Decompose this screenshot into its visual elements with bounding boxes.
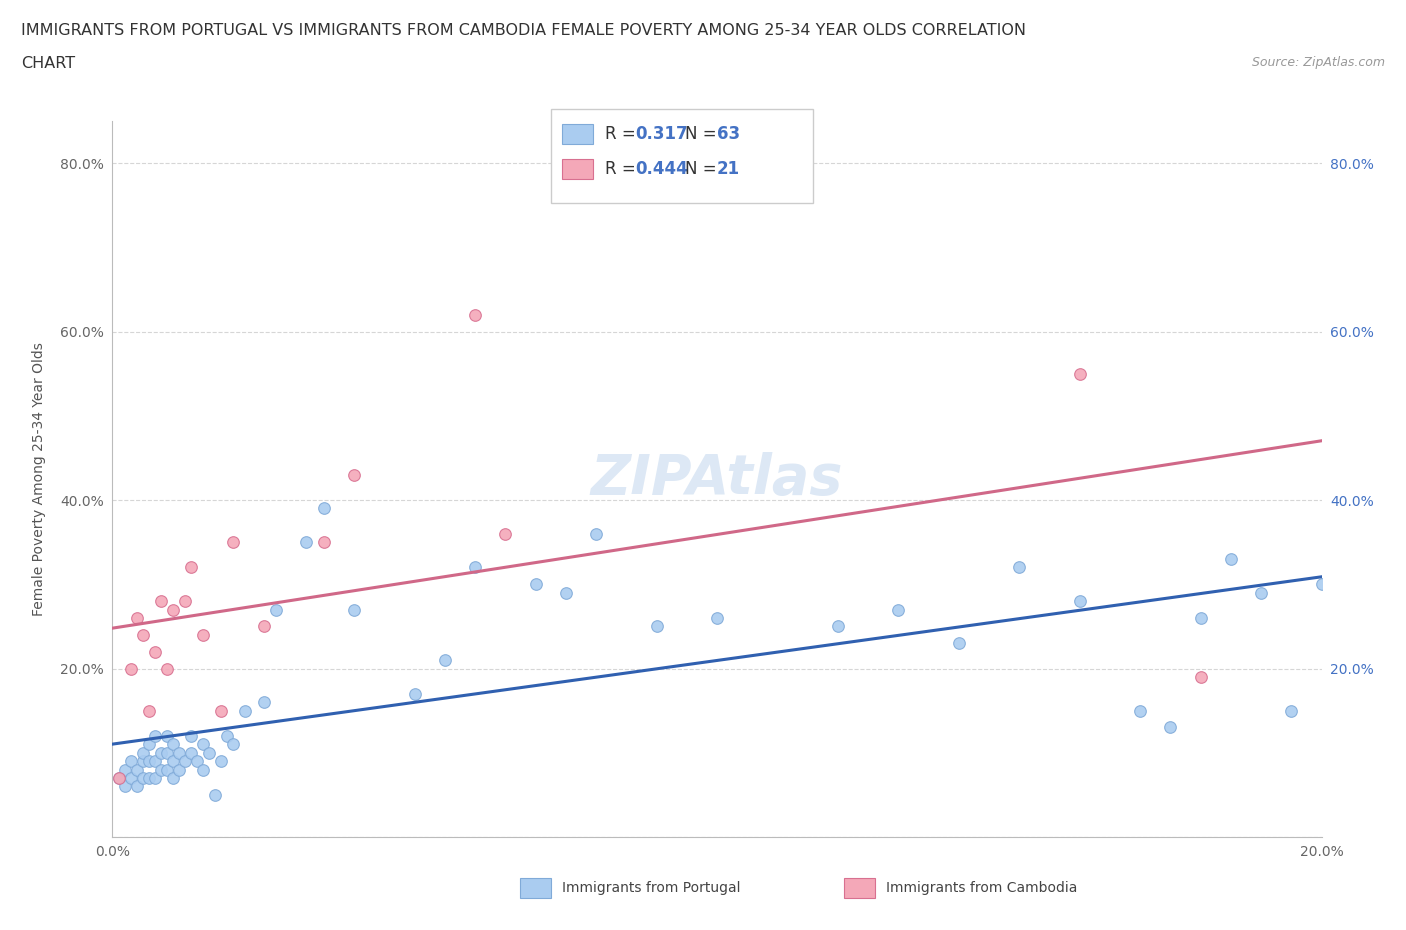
Point	[1279, 703, 1302, 718]
Text: 21: 21	[717, 160, 740, 179]
Point	[191, 763, 214, 777]
Point	[186, 753, 208, 768]
Point	[343, 467, 366, 482]
Point	[138, 753, 160, 768]
Point	[191, 737, 214, 751]
Text: CHART: CHART	[21, 56, 75, 71]
Text: Immigrants from Cambodia: Immigrants from Cambodia	[886, 881, 1077, 896]
Text: 63: 63	[717, 125, 740, 143]
Point	[156, 728, 179, 743]
Point	[404, 686, 426, 701]
Text: N =: N =	[685, 160, 721, 179]
Point	[156, 661, 179, 676]
Point	[217, 728, 239, 743]
Point	[948, 636, 970, 651]
Text: 0.317: 0.317	[636, 125, 688, 143]
Point	[125, 763, 148, 777]
Point	[162, 602, 184, 617]
Point	[1220, 551, 1243, 566]
Point	[1069, 366, 1091, 381]
Point	[132, 628, 155, 643]
Point	[295, 535, 318, 550]
Point	[120, 661, 142, 676]
Point	[209, 753, 232, 768]
Point	[464, 560, 486, 575]
Point	[120, 753, 142, 768]
Point	[125, 779, 148, 794]
Text: N =: N =	[685, 125, 721, 143]
Point	[120, 771, 142, 786]
Point	[253, 619, 276, 634]
Text: R =: R =	[605, 125, 641, 143]
Point	[314, 535, 336, 550]
Point	[143, 644, 166, 659]
Point	[253, 695, 276, 710]
Point	[143, 771, 166, 786]
Point	[645, 619, 668, 634]
Point	[887, 602, 910, 617]
Point	[138, 703, 160, 718]
Point	[222, 737, 245, 751]
Point	[1159, 720, 1181, 735]
Point	[125, 610, 148, 625]
Point	[156, 763, 179, 777]
Point	[107, 771, 129, 786]
Point	[156, 745, 179, 760]
Point	[180, 728, 202, 743]
Point	[1189, 670, 1212, 684]
Point	[174, 593, 197, 608]
Point	[138, 737, 160, 751]
Point	[149, 745, 172, 760]
Point	[114, 763, 136, 777]
Text: R =: R =	[605, 160, 641, 179]
Point	[167, 745, 190, 760]
Point	[235, 703, 257, 718]
Point	[149, 763, 172, 777]
Point	[1129, 703, 1152, 718]
Point	[162, 753, 184, 768]
Point	[343, 602, 366, 617]
Point	[1008, 560, 1031, 575]
Point	[1189, 610, 1212, 625]
Point	[198, 745, 221, 760]
Point	[132, 771, 155, 786]
Point	[554, 585, 576, 600]
Point	[495, 526, 517, 541]
Point	[149, 593, 172, 608]
Point	[143, 753, 166, 768]
Point	[162, 737, 184, 751]
Point	[138, 771, 160, 786]
Point	[132, 753, 155, 768]
Point	[1069, 593, 1091, 608]
Point	[706, 610, 728, 625]
Point	[222, 535, 245, 550]
Point	[132, 745, 155, 760]
Text: IMMIGRANTS FROM PORTUGAL VS IMMIGRANTS FROM CAMBODIA FEMALE POVERTY AMONG 25-34 : IMMIGRANTS FROM PORTUGAL VS IMMIGRANTS F…	[21, 23, 1026, 38]
Point	[314, 501, 336, 516]
Point	[433, 653, 456, 668]
Point	[162, 771, 184, 786]
Point	[107, 771, 129, 786]
Text: Source: ZipAtlas.com: Source: ZipAtlas.com	[1251, 56, 1385, 69]
Point	[827, 619, 849, 634]
Point	[1250, 585, 1272, 600]
Point	[204, 788, 226, 803]
Point	[191, 628, 214, 643]
Point	[167, 763, 190, 777]
Point	[143, 728, 166, 743]
Point	[114, 779, 136, 794]
Point	[264, 602, 287, 617]
Point	[464, 307, 486, 322]
Point	[585, 526, 607, 541]
Point	[174, 753, 197, 768]
Y-axis label: Female Poverty Among 25-34 Year Olds: Female Poverty Among 25-34 Year Olds	[32, 342, 46, 616]
Point	[180, 560, 202, 575]
Text: 0.444: 0.444	[636, 160, 689, 179]
Point	[1310, 577, 1333, 591]
Text: Immigrants from Portugal: Immigrants from Portugal	[562, 881, 741, 896]
Point	[209, 703, 232, 718]
Point	[524, 577, 547, 591]
Point	[180, 745, 202, 760]
Text: ZIPAtlas: ZIPAtlas	[591, 452, 844, 506]
